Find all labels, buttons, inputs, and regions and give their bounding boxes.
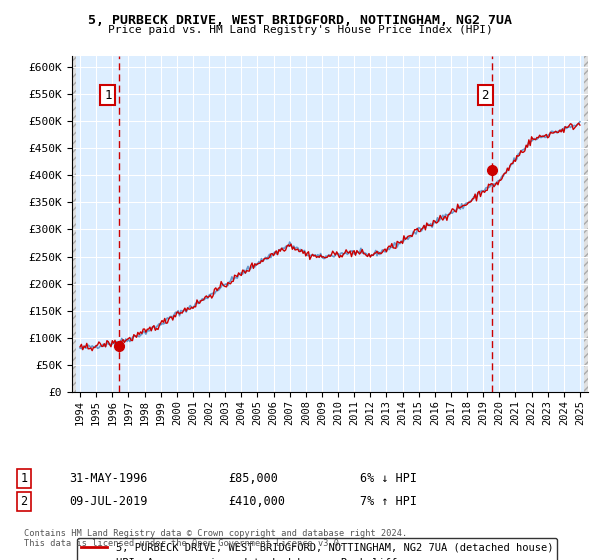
Text: 6% ↓ HPI: 6% ↓ HPI: [360, 472, 417, 486]
Text: 5, PURBECK DRIVE, WEST BRIDGFORD, NOTTINGHAM, NG2 7UA: 5, PURBECK DRIVE, WEST BRIDGFORD, NOTTIN…: [88, 14, 512, 27]
Text: 2: 2: [481, 88, 489, 101]
Text: 7% ↑ HPI: 7% ↑ HPI: [360, 494, 417, 508]
Text: Contains HM Land Registry data © Crown copyright and database right 2024.
This d: Contains HM Land Registry data © Crown c…: [24, 529, 407, 548]
Text: 31-MAY-1996: 31-MAY-1996: [69, 472, 148, 486]
Text: 1: 1: [20, 472, 28, 486]
Text: 1: 1: [104, 88, 112, 101]
Bar: [584, 56, 588, 392]
Bar: [72, 56, 76, 392]
Text: 2: 2: [20, 494, 28, 508]
Text: £410,000: £410,000: [228, 494, 285, 508]
Legend: 5, PURBECK DRIVE, WEST BRIDGFORD, NOTTINGHAM, NG2 7UA (detached house), HPI: Ave: 5, PURBECK DRIVE, WEST BRIDGFORD, NOTTIN…: [77, 538, 557, 560]
Text: Price paid vs. HM Land Registry's House Price Index (HPI): Price paid vs. HM Land Registry's House …: [107, 25, 493, 35]
Text: £85,000: £85,000: [228, 472, 278, 486]
Text: 09-JUL-2019: 09-JUL-2019: [69, 494, 148, 508]
